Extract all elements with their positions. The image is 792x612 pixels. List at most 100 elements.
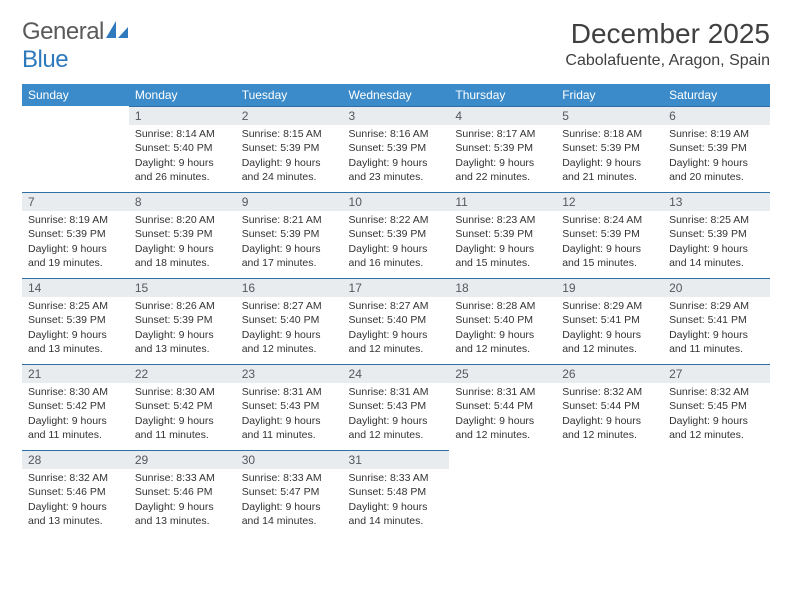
sunset-text: Sunset: 5:43 PM: [242, 399, 337, 413]
calendar-cell: 30Sunrise: 8:33 AMSunset: 5:47 PMDayligh…: [236, 450, 343, 536]
daylight-line2: and 23 minutes.: [349, 170, 444, 184]
calendar-row: 14Sunrise: 8:25 AMSunset: 5:39 PMDayligh…: [22, 278, 770, 364]
daylight-line1: Daylight: 9 hours: [135, 414, 230, 428]
calendar-cell: 22Sunrise: 8:30 AMSunset: 5:42 PMDayligh…: [129, 364, 236, 450]
day-number: 12: [556, 192, 663, 211]
daylight-line2: and 11 minutes.: [135, 428, 230, 442]
calendar-cell: 29Sunrise: 8:33 AMSunset: 5:46 PMDayligh…: [129, 450, 236, 536]
calendar-cell: 3Sunrise: 8:16 AMSunset: 5:39 PMDaylight…: [343, 106, 450, 192]
day-body: Sunrise: 8:19 AMSunset: 5:39 PMDaylight:…: [22, 211, 129, 274]
sunset-text: Sunset: 5:42 PM: [28, 399, 123, 413]
day-body: Sunrise: 8:23 AMSunset: 5:39 PMDaylight:…: [449, 211, 556, 274]
weekday-header: Saturday: [663, 84, 770, 106]
header: General Blue December 2025 Cabolafuente,…: [22, 18, 770, 74]
daylight-line1: Daylight: 9 hours: [242, 500, 337, 514]
day-body: Sunrise: 8:31 AMSunset: 5:44 PMDaylight:…: [449, 383, 556, 446]
daylight-line1: Daylight: 9 hours: [669, 414, 764, 428]
daylight-line2: and 13 minutes.: [135, 342, 230, 356]
day-body: Sunrise: 8:32 AMSunset: 5:45 PMDaylight:…: [663, 383, 770, 446]
sunrise-text: Sunrise: 8:21 AM: [242, 213, 337, 227]
sunset-text: Sunset: 5:46 PM: [28, 485, 123, 499]
day-body: Sunrise: 8:31 AMSunset: 5:43 PMDaylight:…: [236, 383, 343, 446]
sunset-text: Sunset: 5:39 PM: [242, 227, 337, 241]
calendar-table: SundayMondayTuesdayWednesdayThursdayFrid…: [22, 84, 770, 536]
day-number: 7: [22, 192, 129, 211]
sunrise-text: Sunrise: 8:18 AM: [562, 127, 657, 141]
sunrise-text: Sunrise: 8:19 AM: [669, 127, 764, 141]
day-number: 3: [343, 106, 450, 125]
day-body: Sunrise: 8:20 AMSunset: 5:39 PMDaylight:…: [129, 211, 236, 274]
calendar-cell: 20Sunrise: 8:29 AMSunset: 5:41 PMDayligh…: [663, 278, 770, 364]
calendar-cell: 18Sunrise: 8:28 AMSunset: 5:40 PMDayligh…: [449, 278, 556, 364]
sunrise-text: Sunrise: 8:22 AM: [349, 213, 444, 227]
daylight-line1: Daylight: 9 hours: [28, 500, 123, 514]
daylight-line2: and 20 minutes.: [669, 170, 764, 184]
day-body: Sunrise: 8:24 AMSunset: 5:39 PMDaylight:…: [556, 211, 663, 274]
day-body: Sunrise: 8:16 AMSunset: 5:39 PMDaylight:…: [343, 125, 450, 188]
day-number: 19: [556, 278, 663, 297]
daylight-line2: and 13 minutes.: [28, 514, 123, 528]
calendar-cell: 23Sunrise: 8:31 AMSunset: 5:43 PMDayligh…: [236, 364, 343, 450]
header-right: December 2025 Cabolafuente, Aragon, Spai…: [565, 18, 770, 70]
calendar-cell: 17Sunrise: 8:27 AMSunset: 5:40 PMDayligh…: [343, 278, 450, 364]
brand-logo: General Blue: [22, 18, 128, 74]
daylight-line1: Daylight: 9 hours: [349, 328, 444, 342]
day-body: Sunrise: 8:25 AMSunset: 5:39 PMDaylight:…: [663, 211, 770, 274]
weekday-header: Monday: [129, 84, 236, 106]
day-body: Sunrise: 8:31 AMSunset: 5:43 PMDaylight:…: [343, 383, 450, 446]
sunset-text: Sunset: 5:39 PM: [455, 227, 550, 241]
sunrise-text: Sunrise: 8:14 AM: [135, 127, 230, 141]
daylight-line2: and 12 minutes.: [349, 428, 444, 442]
day-body: Sunrise: 8:17 AMSunset: 5:39 PMDaylight:…: [449, 125, 556, 188]
calendar-cell: 21Sunrise: 8:30 AMSunset: 5:42 PMDayligh…: [22, 364, 129, 450]
sunrise-text: Sunrise: 8:16 AM: [349, 127, 444, 141]
daylight-line2: and 11 minutes.: [242, 428, 337, 442]
day-number: 26: [556, 364, 663, 383]
day-body: Sunrise: 8:30 AMSunset: 5:42 PMDaylight:…: [22, 383, 129, 446]
calendar-cell: 28Sunrise: 8:32 AMSunset: 5:46 PMDayligh…: [22, 450, 129, 536]
daylight-line1: Daylight: 9 hours: [669, 242, 764, 256]
calendar-cell: 1Sunrise: 8:14 AMSunset: 5:40 PMDaylight…: [129, 106, 236, 192]
sunrise-text: Sunrise: 8:17 AM: [455, 127, 550, 141]
daylight-line2: and 11 minutes.: [669, 342, 764, 356]
day-body: Sunrise: 8:33 AMSunset: 5:48 PMDaylight:…: [343, 469, 450, 532]
daylight-line1: Daylight: 9 hours: [455, 414, 550, 428]
day-body: Sunrise: 8:32 AMSunset: 5:46 PMDaylight:…: [22, 469, 129, 532]
sunrise-text: Sunrise: 8:33 AM: [135, 471, 230, 485]
daylight-line2: and 12 minutes.: [242, 342, 337, 356]
daylight-line2: and 14 minutes.: [242, 514, 337, 528]
day-number: 2: [236, 106, 343, 125]
daylight-line2: and 19 minutes.: [28, 256, 123, 270]
sunset-text: Sunset: 5:43 PM: [349, 399, 444, 413]
sunset-text: Sunset: 5:47 PM: [242, 485, 337, 499]
sunrise-text: Sunrise: 8:15 AM: [242, 127, 337, 141]
daylight-line1: Daylight: 9 hours: [135, 500, 230, 514]
day-body: Sunrise: 8:29 AMSunset: 5:41 PMDaylight:…: [663, 297, 770, 360]
sunset-text: Sunset: 5:42 PM: [135, 399, 230, 413]
brand-text: General Blue: [22, 18, 128, 74]
calendar-row: 21Sunrise: 8:30 AMSunset: 5:42 PMDayligh…: [22, 364, 770, 450]
sunset-text: Sunset: 5:40 PM: [242, 313, 337, 327]
day-body: Sunrise: 8:25 AMSunset: 5:39 PMDaylight:…: [22, 297, 129, 360]
sunset-text: Sunset: 5:39 PM: [455, 141, 550, 155]
sunset-text: Sunset: 5:39 PM: [349, 141, 444, 155]
calendar-cell: 2Sunrise: 8:15 AMSunset: 5:39 PMDaylight…: [236, 106, 343, 192]
page-title: December 2025: [565, 18, 770, 50]
daylight-line2: and 11 minutes.: [28, 428, 123, 442]
sunset-text: Sunset: 5:39 PM: [135, 227, 230, 241]
calendar-body: 1Sunrise: 8:14 AMSunset: 5:40 PMDaylight…: [22, 106, 770, 536]
sunset-text: Sunset: 5:41 PM: [562, 313, 657, 327]
calendar-cell: 13Sunrise: 8:25 AMSunset: 5:39 PMDayligh…: [663, 192, 770, 278]
calendar-cell: 5Sunrise: 8:18 AMSunset: 5:39 PMDaylight…: [556, 106, 663, 192]
sunrise-text: Sunrise: 8:23 AM: [455, 213, 550, 227]
sunset-text: Sunset: 5:46 PM: [135, 485, 230, 499]
daylight-line2: and 14 minutes.: [669, 256, 764, 270]
daylight-line1: Daylight: 9 hours: [135, 156, 230, 170]
daylight-line1: Daylight: 9 hours: [242, 414, 337, 428]
day-number: 11: [449, 192, 556, 211]
day-body: Sunrise: 8:21 AMSunset: 5:39 PMDaylight:…: [236, 211, 343, 274]
sunrise-text: Sunrise: 8:30 AM: [28, 385, 123, 399]
daylight-line2: and 26 minutes.: [135, 170, 230, 184]
sunrise-text: Sunrise: 8:33 AM: [349, 471, 444, 485]
day-number: 18: [449, 278, 556, 297]
